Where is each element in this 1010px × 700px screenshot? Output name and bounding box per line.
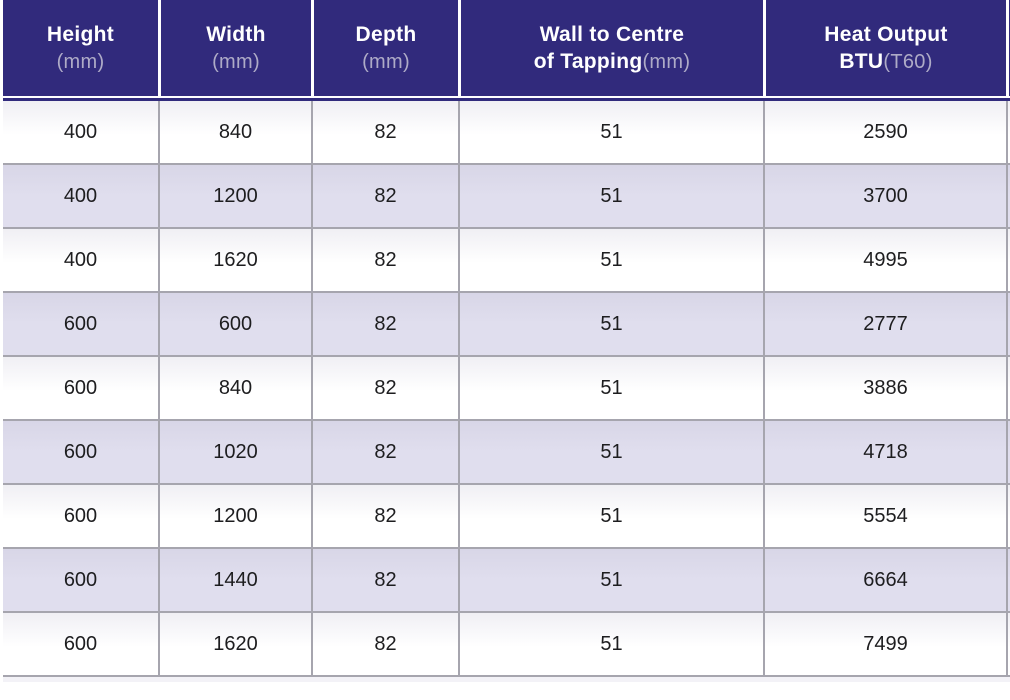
header-divider-white [3,96,1010,98]
header-title: Depth [355,22,417,46]
cell-cropped [1006,485,1010,547]
cell-width: 840 [158,101,311,163]
table-row: 600 1200 82 51 5554 [3,485,1010,549]
header-cell-height: Height (mm) [3,0,158,96]
header-cell-cropped [1006,0,1010,96]
cell-wall-to-centre: 51 [458,485,763,547]
cell-heat-output: 3886 [763,357,1006,419]
cell-depth: 82 [311,485,458,547]
cell-height: 400 [3,229,158,291]
header-title: Heat Output [824,22,948,46]
table-row: 600 600 82 51 2777 [3,293,1010,357]
cell-height: 600 [3,549,158,611]
cell-height: 600 [3,357,158,419]
header-title: Width [206,22,266,46]
cell-wall-to-centre: 51 [458,293,763,355]
cell-cropped [1006,613,1010,675]
cell-height: 600 [3,293,158,355]
cropped-next-row [3,677,1010,682]
cell-cropped [1006,549,1010,611]
cell-cropped [1006,101,1010,163]
cell-heat-output: 2777 [763,293,1006,355]
cell-depth: 82 [311,293,458,355]
cell-width: 1440 [158,549,311,611]
cell-cropped [1006,293,1010,355]
header-unit: (mm) [212,50,260,73]
cell-wall-to-centre: 51 [458,549,763,611]
cell-width: 1620 [158,229,311,291]
header-unit: BTU(T60) [839,49,933,73]
table-header-row: Height (mm) Width (mm) Depth (mm) Wall t… [3,0,1010,96]
header-unit: of Tapping(mm) [533,49,691,73]
cell-heat-output: 5554 [763,485,1006,547]
cell-depth: 82 [311,549,458,611]
table-row: 600 1620 82 51 7499 [3,613,1010,677]
cell-cropped [1006,357,1010,419]
cell-heat-output: 3700 [763,165,1006,227]
cell-width: 840 [158,357,311,419]
header-cell-wall-to-centre-of-tapping: Wall to Centre of Tapping(mm) [458,0,763,96]
header-title: Height [46,22,115,46]
cell-width: 1620 [158,613,311,675]
header-unit: (mm) [362,50,410,73]
header-cell-depth: Depth (mm) [311,0,458,96]
table-body: 400 840 82 51 2590 400 1200 82 51 3700 4… [3,101,1010,677]
header-unit: (mm) [56,50,105,73]
cell-wall-to-centre: 51 [458,357,763,419]
cell-wall-to-centre: 51 [458,165,763,227]
cell-height: 600 [3,613,158,675]
cell-wall-to-centre: 51 [458,101,763,163]
cell-cropped [1006,165,1010,227]
cell-wall-to-centre: 51 [458,421,763,483]
cell-heat-output: 2590 [763,101,1006,163]
cell-width: 1200 [158,485,311,547]
table-row: 600 840 82 51 3886 [3,357,1010,421]
cell-heat-output: 6664 [763,549,1006,611]
cell-depth: 82 [311,229,458,291]
cell-height: 600 [3,421,158,483]
cell-heat-output: 4995 [763,229,1006,291]
table-row: 400 1620 82 51 4995 [3,229,1010,293]
cell-width: 600 [158,293,311,355]
cell-wall-to-centre: 51 [458,229,763,291]
cell-depth: 82 [311,613,458,675]
table-row: 600 1020 82 51 4718 [3,421,1010,485]
cell-cropped [1006,421,1010,483]
cell-depth: 82 [311,357,458,419]
table-row: 400 1200 82 51 3700 [3,165,1010,229]
header-title: Wall to Centre [539,22,685,46]
header-cell-heat-output-btu: Heat Output BTU(T60) [763,0,1006,96]
cell-cropped [1006,229,1010,291]
cell-depth: 82 [311,101,458,163]
table-row: 400 840 82 51 2590 [3,101,1010,165]
cell-depth: 82 [311,421,458,483]
cell-heat-output: 7499 [763,613,1006,675]
cell-height: 600 [3,485,158,547]
cell-wall-to-centre: 51 [458,613,763,675]
cell-heat-output: 4718 [763,421,1006,483]
cell-depth: 82 [311,165,458,227]
cell-height: 400 [3,101,158,163]
header-divider-purple [3,98,1010,101]
cell-width: 1020 [158,421,311,483]
radiator-spec-table: Height (mm) Width (mm) Depth (mm) Wall t… [3,0,1010,682]
table-row: 600 1440 82 51 6664 [3,549,1010,613]
cell-height: 400 [3,165,158,227]
header-cell-width: Width (mm) [158,0,311,96]
cell-width: 1200 [158,165,311,227]
